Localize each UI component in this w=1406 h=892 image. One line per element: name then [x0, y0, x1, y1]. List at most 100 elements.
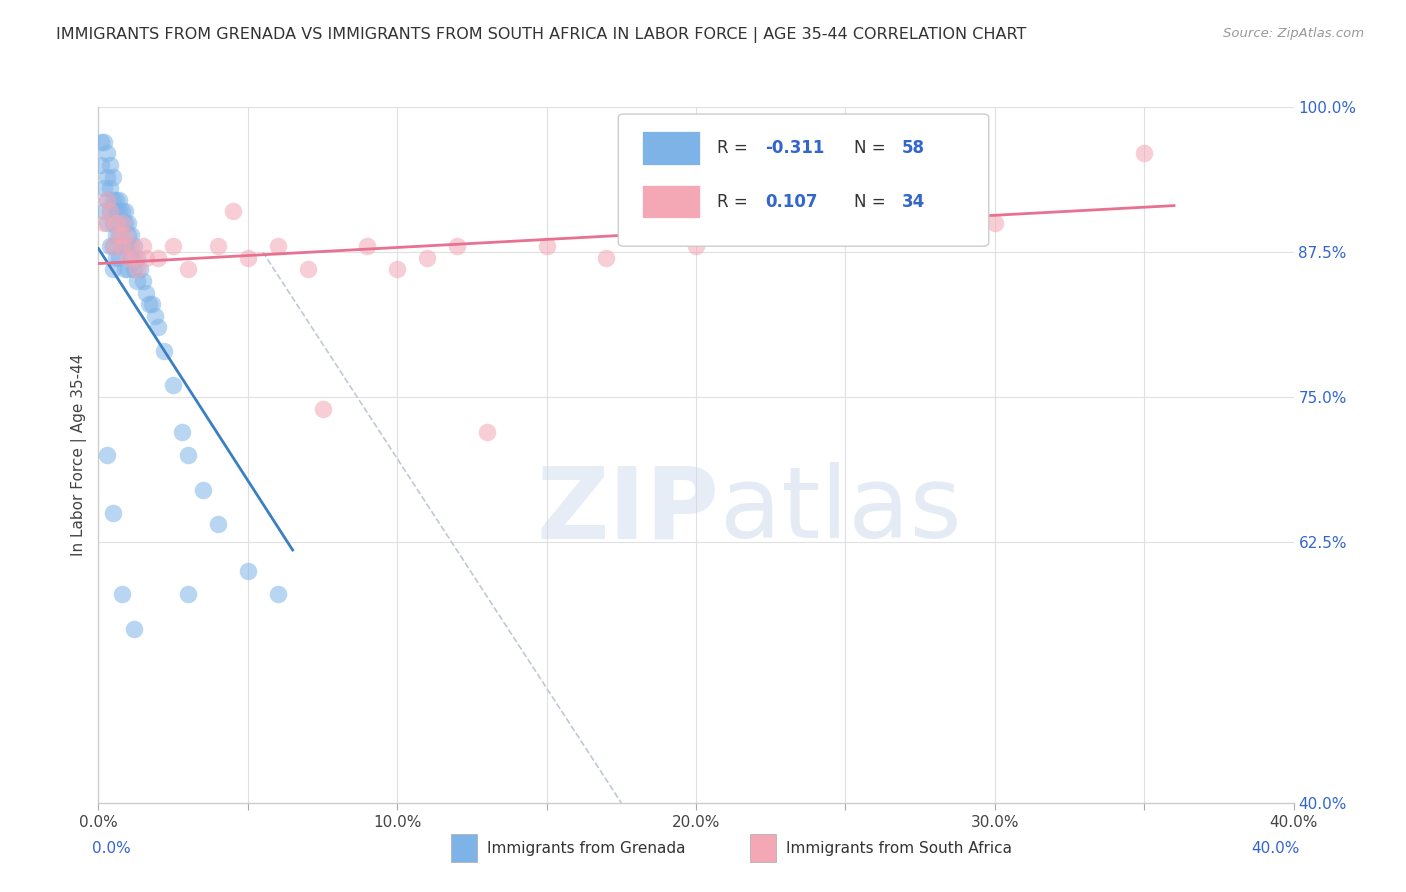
Point — [120, 239, 142, 253]
Y-axis label: In Labor Force | Age 35-44: In Labor Force | Age 35-44 — [72, 354, 87, 556]
Text: atlas: atlas — [720, 462, 962, 559]
Point — [117, 239, 139, 253]
Point — [685, 239, 707, 253]
Point — [100, 158, 122, 172]
Text: N =: N = — [853, 139, 890, 157]
Point — [117, 262, 139, 277]
Point — [124, 239, 146, 253]
Text: IMMIGRANTS FROM GRENADA VS IMMIGRANTS FROM SOUTH AFRICA IN LABOR FORCE | AGE 35-: IMMIGRANTS FROM GRENADA VS IMMIGRANTS FR… — [56, 27, 1026, 43]
Point — [103, 506, 125, 520]
Text: -0.311: -0.311 — [765, 139, 825, 157]
Point — [127, 251, 149, 265]
Point — [162, 239, 184, 253]
Text: 0.0%: 0.0% — [93, 840, 131, 855]
Point — [177, 448, 200, 462]
Point — [103, 262, 125, 277]
Point — [111, 216, 134, 230]
Text: R =: R = — [717, 139, 754, 157]
Point — [90, 158, 112, 172]
Point — [93, 181, 115, 195]
Point — [108, 204, 131, 219]
Point — [536, 239, 558, 253]
Text: 58: 58 — [901, 139, 925, 157]
Point — [96, 146, 118, 161]
Point — [100, 204, 122, 219]
Point — [117, 216, 139, 230]
Point — [93, 216, 115, 230]
Point — [103, 239, 125, 253]
Text: R =: R = — [717, 194, 754, 211]
Point — [96, 193, 118, 207]
Point — [311, 401, 333, 416]
Text: Source: ZipAtlas.com: Source: ZipAtlas.com — [1223, 27, 1364, 40]
Point — [105, 193, 128, 207]
Point — [416, 251, 439, 265]
Point — [153, 343, 176, 358]
Point — [207, 517, 229, 532]
Point — [96, 448, 118, 462]
Text: N =: N = — [853, 194, 890, 211]
Point — [267, 587, 290, 601]
Point — [129, 262, 152, 277]
Bar — [643, 131, 700, 165]
Point — [114, 262, 136, 277]
Point — [475, 425, 498, 439]
Point — [124, 262, 146, 277]
Point — [162, 378, 184, 392]
Point — [103, 239, 125, 253]
Point — [148, 251, 170, 265]
Point — [105, 227, 128, 242]
Bar — [749, 834, 776, 862]
Point — [143, 309, 166, 323]
Point — [595, 251, 617, 265]
Point — [108, 227, 131, 242]
Point — [105, 251, 128, 265]
Text: 40.0%: 40.0% — [1251, 840, 1299, 855]
Point — [138, 297, 160, 311]
Point — [114, 216, 136, 230]
Point — [103, 216, 125, 230]
Point — [120, 251, 142, 265]
Point — [117, 251, 139, 265]
Bar — [643, 185, 700, 219]
Point — [105, 204, 128, 219]
Point — [103, 193, 125, 207]
Point — [96, 193, 118, 207]
Point — [100, 181, 122, 195]
Point — [124, 622, 146, 636]
Point — [100, 239, 122, 253]
Point — [105, 216, 128, 230]
Point — [222, 204, 245, 219]
Point — [108, 251, 131, 265]
Point — [236, 564, 259, 578]
Point — [191, 483, 214, 497]
Point — [177, 587, 200, 601]
Text: ZIP: ZIP — [537, 462, 720, 559]
Point — [93, 204, 115, 219]
Point — [108, 193, 131, 207]
Point — [93, 135, 115, 149]
Point — [148, 320, 170, 334]
Point — [207, 239, 229, 253]
Point — [172, 425, 194, 439]
Text: Immigrants from Grenada: Immigrants from Grenada — [486, 840, 685, 855]
Point — [100, 204, 122, 219]
Point — [103, 169, 125, 184]
Point — [141, 297, 163, 311]
Point — [114, 204, 136, 219]
Text: Immigrants from South Africa: Immigrants from South Africa — [786, 840, 1011, 855]
Point — [135, 251, 157, 265]
Text: 34: 34 — [901, 194, 925, 211]
Point — [446, 239, 468, 253]
Point — [124, 251, 146, 265]
Point — [96, 216, 118, 230]
Point — [385, 262, 409, 277]
Point — [984, 216, 1007, 230]
Point — [90, 135, 112, 149]
Point — [1133, 146, 1156, 161]
Point — [127, 262, 149, 277]
Point — [111, 204, 134, 219]
Point — [111, 216, 134, 230]
Point — [114, 227, 136, 242]
Point — [111, 239, 134, 253]
